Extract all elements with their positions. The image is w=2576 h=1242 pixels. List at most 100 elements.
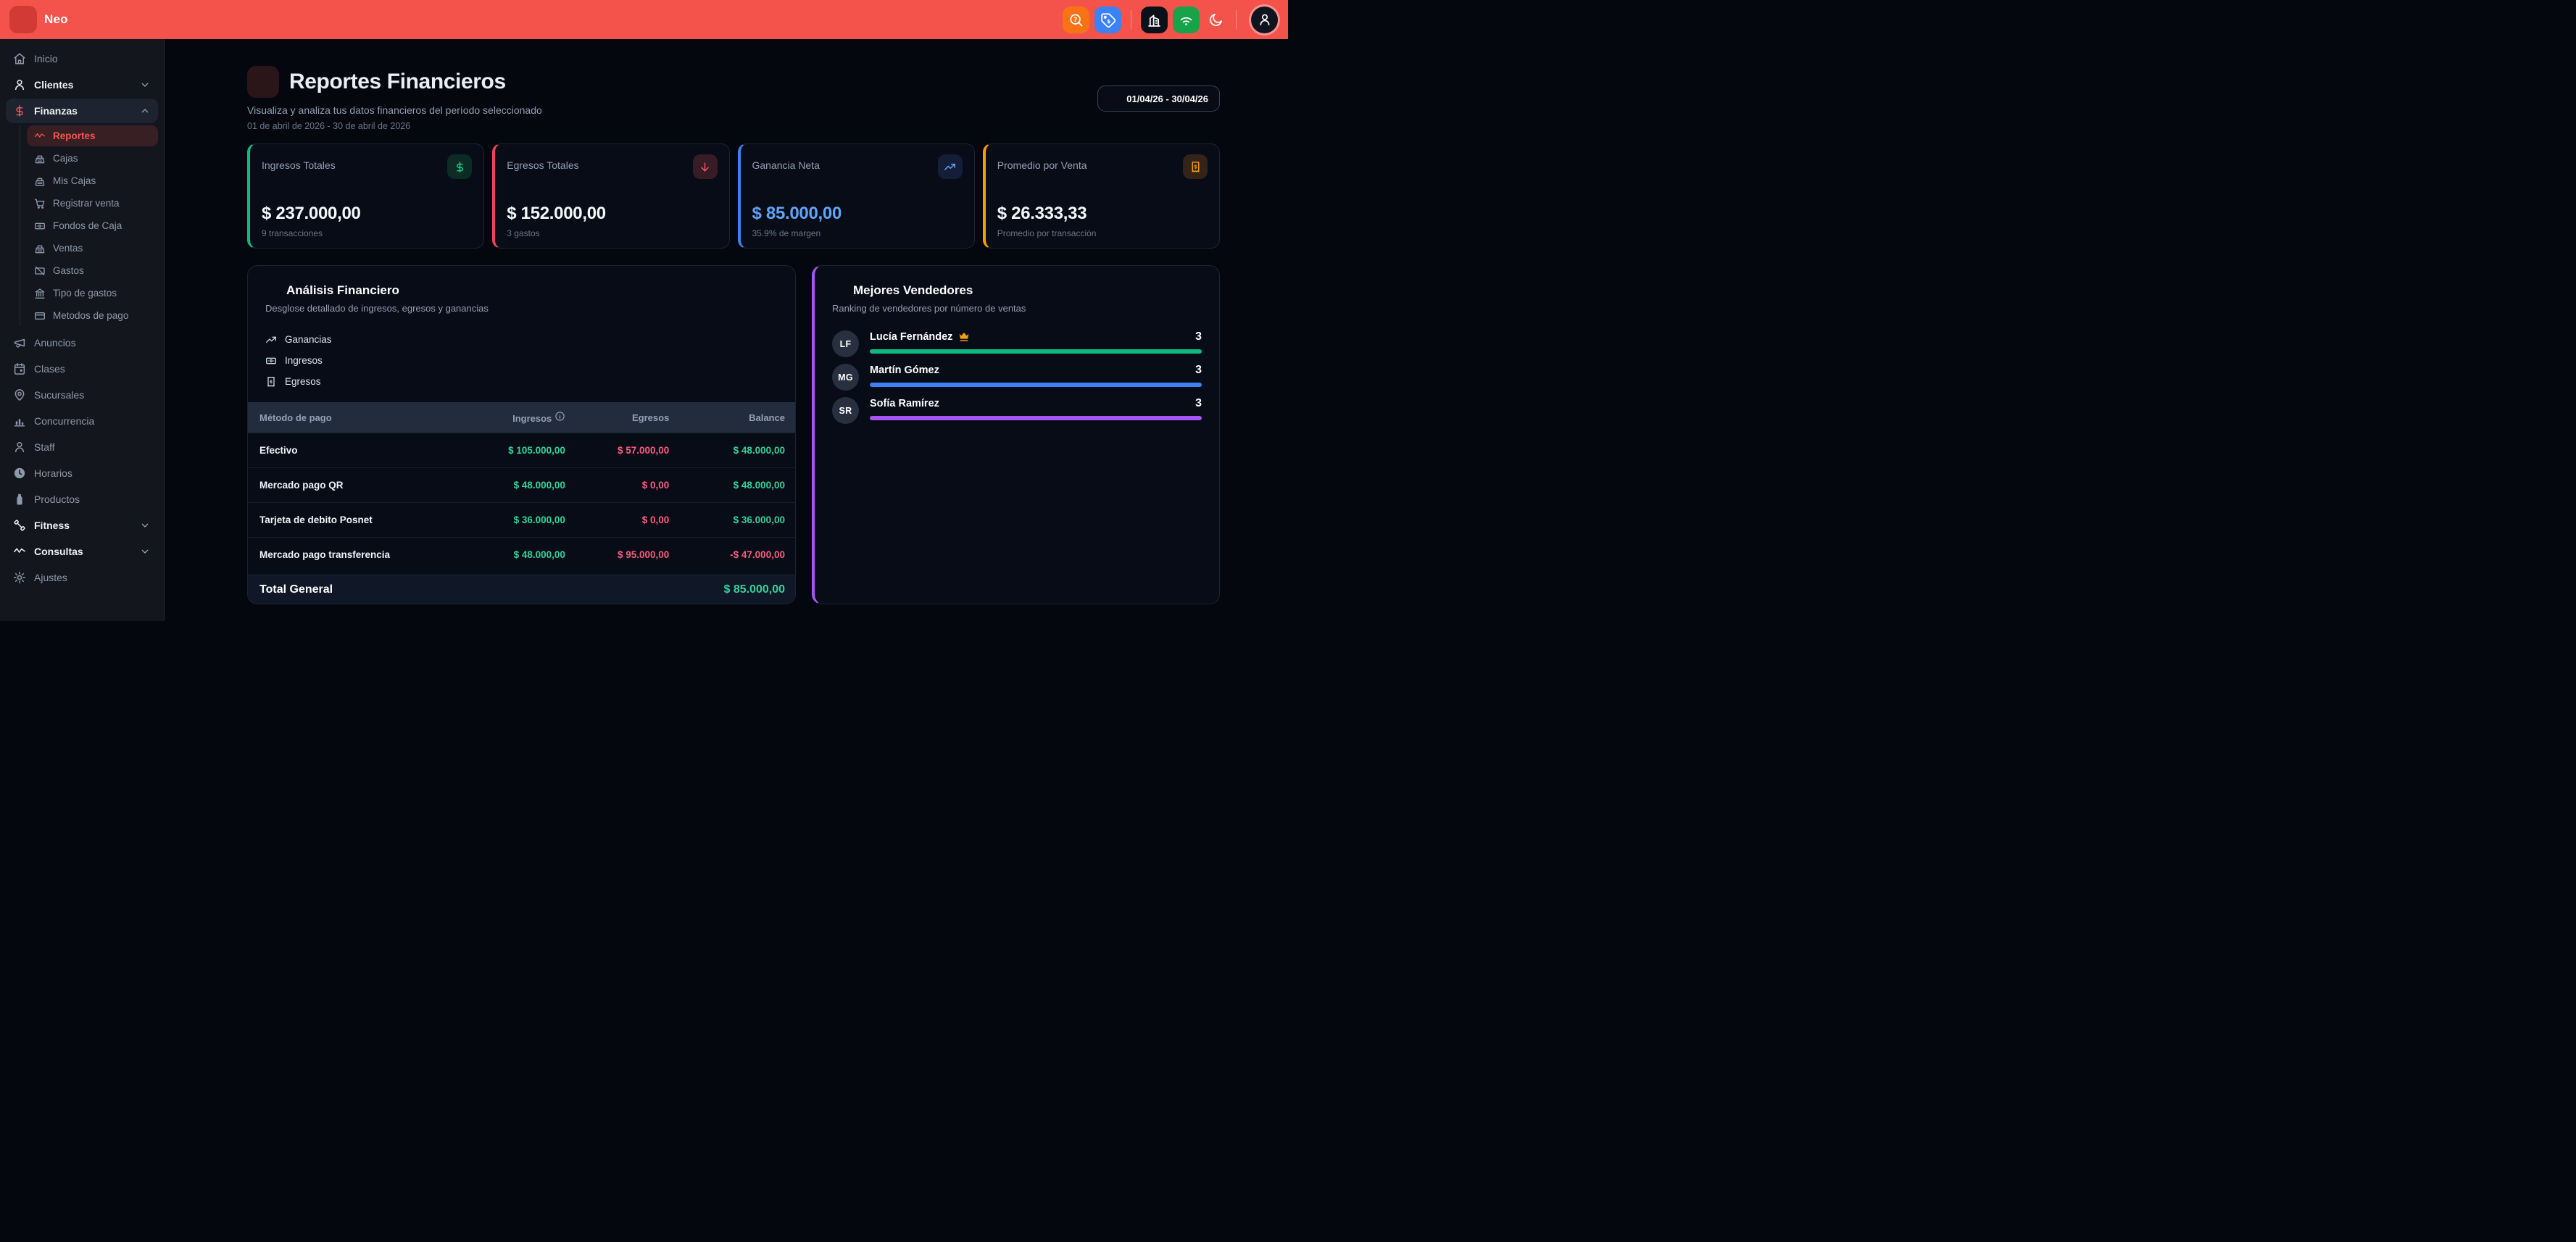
cell-ingresos: $ 105.000,00 — [508, 445, 565, 456]
topbar: Neo ? $ — [0, 0, 1288, 39]
stat-label: Ganancia Neta — [752, 159, 820, 171]
cell-egresos: $ 0,00 — [641, 480, 670, 491]
cell-method: Efectivo — [259, 445, 298, 456]
clock-icon — [13, 467, 26, 480]
legend-label: Egresos — [285, 376, 321, 387]
stat-card-ganancia-neta: Ganancia Neta $ 85.000,00 35.9% de margen — [737, 143, 975, 249]
vendor-progress-bar — [870, 383, 1202, 387]
sidebar-item-productos[interactable]: Productos — [6, 487, 158, 512]
user-icon — [13, 441, 26, 454]
sidebar-item-ajustes[interactable]: Ajustes — [6, 565, 158, 590]
network-status-button[interactable] — [1173, 6, 1200, 33]
date-range-value: 01/04/26 - 30/04/26 — [1126, 93, 1208, 104]
sidebar-subitem-registrar-venta[interactable]: Registrar venta — [27, 193, 158, 214]
vendor-progress-bar — [870, 416, 1202, 420]
sidebar-item-label: Ajustes — [34, 572, 67, 583]
table-row[interactable]: Efectivo $ 105.000,00 $ 57.000,00 $ 48.000,… — [248, 433, 795, 467]
dumbbell-icon — [14, 11, 32, 28]
sidebar-subitem-label: Cajas — [53, 153, 78, 164]
sidebar-item-staff[interactable]: Staff — [6, 435, 158, 459]
sidebar-item-sucursales[interactable]: Sucursales — [6, 383, 158, 407]
sidebar-subitem-mis-cajas[interactable]: Mis Cajas — [27, 170, 158, 191]
sidebar-item-inicio[interactable]: Inicio — [6, 46, 158, 71]
sidebar-subitem-ventas[interactable]: Ventas — [27, 238, 158, 259]
table-row[interactable]: Mercado pago QR $ 48.000,00 $ 0,00 $ 48.000… — [248, 467, 795, 502]
sidebar-item-finanzas[interactable]: Finanzas — [6, 99, 158, 123]
bar-chart-icon — [13, 414, 26, 428]
stat-chip — [447, 154, 473, 179]
receipt-dollar-icon: $ — [265, 376, 277, 388]
sidebar-item-concurrencia[interactable]: Concurrencia — [6, 409, 158, 433]
facility-button[interactable] — [1141, 6, 1168, 33]
sidebar-subitem-label: Registrar venta — [53, 198, 120, 209]
sidebar-subitem-gastos[interactable]: Gastos — [27, 260, 158, 281]
activity-icon — [13, 545, 26, 558]
date-range-picker[interactable]: 01/04/26 - 30/04/26 — [1097, 86, 1220, 112]
top-sellers-panel: Mejores Vendedores Ranking de vendedores… — [812, 265, 1220, 604]
vendors-list: LF Lucía Fernández 3 MG Martín Gómez 3 SR Sofía… — [832, 330, 1202, 424]
landmark-icon — [34, 288, 46, 299]
cash-register-icon — [34, 175, 46, 187]
stat-card-ingresos-totales: Ingresos Totales $ 237.000,00 9 transaccio… — [247, 143, 485, 249]
stat-label: Egresos Totales — [507, 159, 579, 171]
building-icon — [1147, 12, 1162, 28]
period-label: 01 de abril de 2026 - 30 de abril de 202… — [247, 121, 411, 131]
vendor-name: Sofía Ramírez — [870, 398, 939, 409]
cell-egresos: $ 57.000,00 — [618, 445, 670, 456]
sidebar-item-fitness[interactable]: Fitness — [6, 513, 158, 538]
sidebar-subitem-tipo-de-gastos[interactable]: Tipo de gastos — [27, 283, 158, 304]
bottle-icon — [13, 493, 26, 506]
help-search-button[interactable]: ? — [1063, 6, 1089, 33]
cell-balance: -$ 47.000,00 — [730, 549, 785, 560]
vendor-row-mart-n-g-mez[interactable]: MG Martín Gómez 3 — [832, 364, 1202, 391]
cell-ingresos: $ 36.000,00 — [513, 514, 565, 525]
sidebar-item-label: Clientes — [34, 79, 74, 91]
sidebar-subitem-fondos-de-caja[interactable]: Fondos de Caja — [27, 215, 158, 236]
settings-icon — [13, 571, 26, 584]
sidebar-item-label: Horarios — [34, 467, 72, 479]
map-pin-icon — [13, 388, 26, 401]
dark-mode-toggle[interactable] — [1205, 9, 1226, 30]
crown-icon — [958, 331, 970, 343]
sidebar-item-label: Inicio — [34, 53, 58, 64]
calendar-icon — [1109, 93, 1120, 104]
sidebar-subitem-reportes[interactable]: Reportes — [27, 125, 158, 146]
credit-card-icon — [34, 310, 46, 322]
cell-balance: $ 48.000,00 — [733, 480, 785, 491]
sidebar-item-horarios[interactable]: Horarios — [6, 461, 158, 485]
sidebar-item-consultas[interactable]: Consultas — [6, 539, 158, 564]
sidebar-submenu: Reportes Cajas Mis Cajas Registrar venta Fon… — [20, 125, 158, 326]
stat-card-promedio-por-venta: Promedio por Venta $ $ 26.333,33 Promedio p… — [982, 143, 1220, 249]
app-logo[interactable] — [9, 6, 37, 33]
sidebar-item-label: Staff — [34, 441, 55, 453]
receipt-dollar-icon: $ — [1189, 161, 1202, 173]
svg-text:$: $ — [1107, 17, 1110, 24]
pricing-tag-button[interactable]: $ — [1094, 6, 1121, 33]
table-row[interactable]: Tarjeta de debito Posnet $ 36.000,00 $ 0,0… — [248, 502, 795, 537]
sidebar-subitem-label: Mis Cajas — [53, 175, 96, 186]
sidebar-subitem-cajas[interactable]: Cajas — [27, 148, 158, 169]
banknote-icon — [34, 220, 46, 232]
legend-item-ganancias: Ganancias — [265, 329, 778, 350]
sidebar-subitem-label: Ventas — [53, 243, 83, 254]
sidebar-subitem-label: Metodos de pago — [53, 310, 129, 321]
vendor-row-sof-a-ram-rez[interactable]: SR Sofía Ramírez 3 — [832, 397, 1202, 424]
stat-note: 35.9% de margen — [752, 228, 821, 238]
legend-item-egresos: $ Egresos — [265, 371, 778, 392]
sidebar-subitem-metodos-de-pago[interactable]: Metodos de pago — [27, 305, 158, 326]
sidebar-item-label: Anuncios — [34, 337, 76, 349]
table-row[interactable]: Mercado pago transferencia $ 48.000,00 $ 9… — [248, 537, 795, 572]
page-header: Reportes Financieros Visualiza y analiza… — [247, 66, 542, 131]
vendor-row-luc-a-fern-ndez[interactable]: LF Lucía Fernández 3 — [832, 330, 1202, 357]
sidebar-item-clientes[interactable]: Clientes — [6, 72, 158, 97]
table-header-row: Método de pago Ingresos Egresos Balance — [248, 402, 795, 433]
user-icon — [13, 78, 26, 91]
sidebar-item-clases[interactable]: Clases — [6, 357, 158, 381]
sidebar-item-anuncios[interactable]: Anuncios — [6, 330, 158, 355]
avatar: LF — [832, 330, 859, 357]
activity-icon — [254, 73, 272, 91]
svg-text:?: ? — [1073, 16, 1077, 23]
columns-chart-icon — [265, 284, 279, 298]
user-menu-button[interactable] — [1251, 6, 1278, 33]
analysis-subtitle: Desglose detallado de ingresos, egresos … — [265, 303, 489, 314]
